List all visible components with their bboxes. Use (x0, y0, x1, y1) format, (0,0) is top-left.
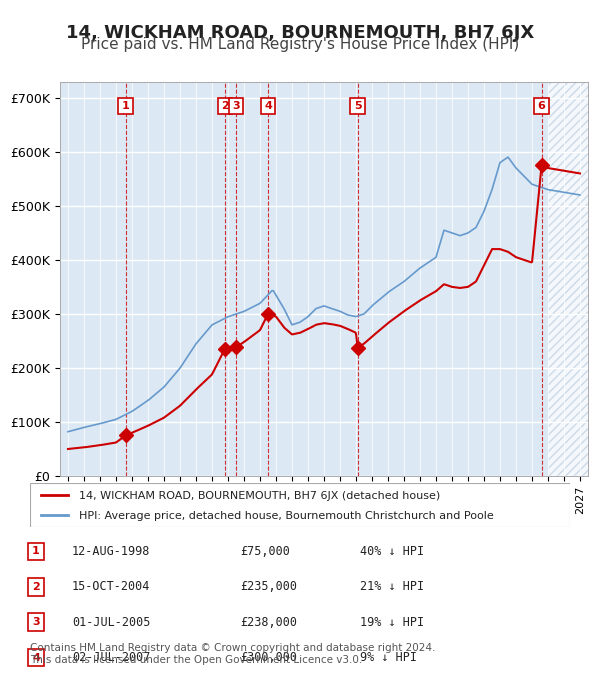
Text: Contains HM Land Registry data © Crown copyright and database right 2024.: Contains HM Land Registry data © Crown c… (30, 643, 436, 653)
Text: 2: 2 (32, 582, 40, 592)
Bar (548, 82, 588, 476)
Text: 6: 6 (538, 101, 545, 111)
Text: 12-AUG-1998: 12-AUG-1998 (72, 545, 151, 558)
Text: 3: 3 (32, 617, 40, 627)
Text: 01-JUL-2005: 01-JUL-2005 (72, 615, 151, 629)
Text: 15-OCT-2004: 15-OCT-2004 (72, 580, 151, 594)
Text: 3: 3 (232, 101, 240, 111)
Text: £238,000: £238,000 (240, 615, 297, 629)
Text: HPI: Average price, detached house, Bournemouth Christchurch and Poole: HPI: Average price, detached house, Bour… (79, 511, 493, 520)
Text: £300,000: £300,000 (240, 651, 297, 664)
Text: Price paid vs. HM Land Registry's House Price Index (HPI): Price paid vs. HM Land Registry's House … (81, 37, 519, 52)
Text: 4: 4 (264, 101, 272, 111)
Text: 4: 4 (32, 653, 40, 662)
Text: £75,000: £75,000 (240, 545, 290, 558)
Text: 2: 2 (221, 101, 229, 111)
Text: 40% ↓ HPI: 40% ↓ HPI (360, 545, 424, 558)
Bar (548, 82, 588, 476)
Text: 19% ↓ HPI: 19% ↓ HPI (360, 615, 424, 629)
Text: 14, WICKHAM ROAD, BOURNEMOUTH, BH7 6JX: 14, WICKHAM ROAD, BOURNEMOUTH, BH7 6JX (66, 24, 534, 41)
Text: 9% ↓ HPI: 9% ↓ HPI (360, 651, 417, 664)
Text: 1: 1 (32, 547, 40, 556)
Text: £235,000: £235,000 (240, 580, 297, 594)
Text: 1: 1 (122, 101, 130, 111)
Text: This data is licensed under the Open Government Licence v3.0.: This data is licensed under the Open Gov… (30, 655, 362, 665)
Text: 21% ↓ HPI: 21% ↓ HPI (360, 580, 424, 594)
Text: 02-JUL-2007: 02-JUL-2007 (72, 651, 151, 664)
Text: 5: 5 (354, 101, 361, 111)
FancyBboxPatch shape (30, 483, 570, 527)
Text: 14, WICKHAM ROAD, BOURNEMOUTH, BH7 6JX (detached house): 14, WICKHAM ROAD, BOURNEMOUTH, BH7 6JX (… (79, 491, 440, 501)
